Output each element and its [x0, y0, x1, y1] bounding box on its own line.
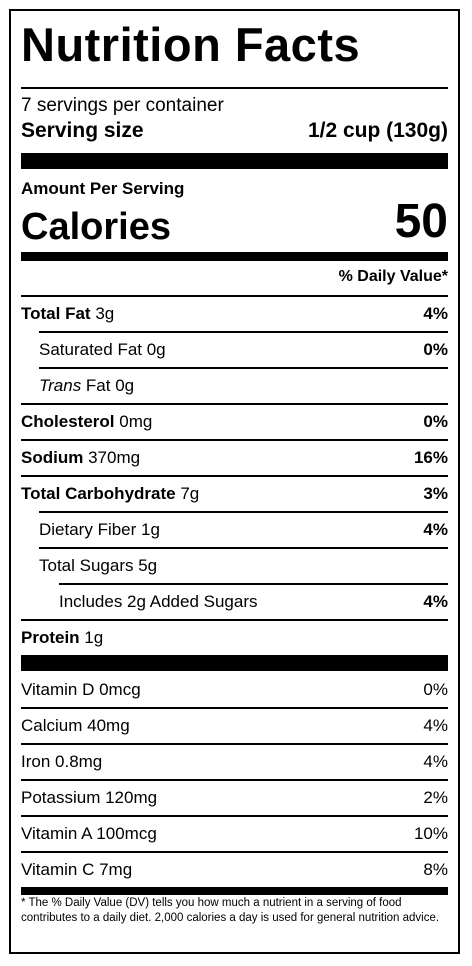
- divider: [21, 743, 448, 745]
- nutrient-row-trans-fat: Trans Fat 0g: [21, 369, 448, 403]
- divider: [39, 547, 448, 549]
- nutrient-dv: 4%: [423, 304, 448, 323]
- divider: [21, 87, 448, 89]
- label-content: Nutrition Facts 7 servings per container…: [21, 11, 448, 952]
- serving-size-value: 1/2 cup (130g): [307, 119, 448, 142]
- nutrient-dv: 0%: [423, 340, 448, 359]
- divider: [21, 619, 448, 621]
- nutrient-row-protein: Protein 1g: [21, 621, 448, 655]
- nutrient-name: Dietary Fiber 1g: [39, 520, 160, 539]
- medium-divider: [21, 252, 448, 261]
- nutrition-facts-label: Nutrition Facts 7 servings per container…: [9, 9, 460, 954]
- vitamin-row: Potassium 120mg 2%: [21, 781, 448, 815]
- nutrient-dv: 16%: [413, 448, 448, 467]
- nutrient-row-saturated-fat: Saturated Fat 0g 0%: [21, 333, 448, 367]
- divider: [21, 779, 448, 781]
- vitamin-dv: 4%: [423, 752, 448, 771]
- nutrient-name: Cholesterol 0mg: [21, 412, 153, 431]
- thick-divider: [21, 153, 448, 169]
- calories-value: 50: [394, 195, 448, 248]
- divider: [21, 815, 448, 817]
- vitamin-name: Vitamin A 100mcg: [21, 824, 157, 843]
- nutrient-name: Total Carbohydrate 7g: [21, 484, 200, 503]
- nutrient-name: Saturated Fat 0g: [39, 340, 166, 359]
- nutrient-dv: 3%: [423, 484, 448, 503]
- vitamin-name: Vitamin C 7mg: [21, 860, 133, 879]
- nutrient-name: Includes 2g Added Sugars: [59, 592, 258, 611]
- divider: [21, 707, 448, 709]
- label-title: Nutrition Facts: [21, 18, 361, 71]
- serving-size-label: Serving size: [21, 119, 144, 142]
- divider: [39, 331, 448, 333]
- vitamin-name: Potassium 120mg: [21, 788, 158, 807]
- divider: [59, 583, 448, 585]
- vitamin-row: Calcium 40mg 4%: [21, 709, 448, 743]
- vitamin-name: Vitamin D 0mcg: [21, 680, 141, 699]
- amount-per-serving: Amount Per Serving: [21, 179, 185, 198]
- nutrient-row-sodium: Sodium 370mg 16%: [21, 441, 448, 475]
- vitamin-row: Vitamin D 0mcg 0%: [21, 673, 448, 707]
- nutrient-name: Total Sugars 5g: [39, 556, 158, 575]
- vitamin-row: Iron 0.8mg 4%: [21, 745, 448, 779]
- vitamin-row: Vitamin A 100mcg 10%: [21, 817, 448, 851]
- nutrient-row-total-carbohydrate: Total Carbohydrate 7g 3%: [21, 477, 448, 511]
- serving-size-row: Serving size 1/2 cup (130g): [21, 119, 448, 143]
- vitamin-dv: 0%: [423, 680, 448, 699]
- vitamin-dv: 4%: [423, 716, 448, 735]
- calories-label: Calories: [21, 206, 171, 248]
- divider: [39, 511, 448, 513]
- vitamin-dv: 2%: [423, 788, 448, 807]
- vitamin-name: Iron 0.8mg: [21, 752, 103, 771]
- vitamin-name: Calcium 40mg: [21, 716, 130, 735]
- daily-value-header: % Daily Value*: [338, 268, 448, 285]
- nutrient-row-total-sugars: Total Sugars 5g: [21, 549, 448, 583]
- divider: [21, 295, 448, 297]
- servings-per-container: 7 servings per container: [21, 95, 224, 116]
- nutrient-row-dietary-fiber: Dietary Fiber 1g 4%: [21, 513, 448, 547]
- calories-row: Calories 50: [21, 195, 448, 248]
- vitamin-dv: 8%: [423, 860, 448, 879]
- nutrient-dv: 0%: [423, 412, 448, 431]
- nutrient-name: Protein 1g: [21, 628, 104, 647]
- divider: [39, 367, 448, 369]
- nutrient-row-total-fat: Total Fat 3g 4%: [21, 297, 448, 331]
- nutrient-dv: 4%: [423, 520, 448, 539]
- medium-divider: [21, 887, 448, 895]
- divider: [21, 439, 448, 441]
- nutrient-name: Sodium 370mg: [21, 448, 141, 467]
- vitamin-row: Vitamin C 7mg 8%: [21, 853, 448, 887]
- vitamin-dv: 10%: [413, 824, 448, 843]
- divider: [21, 475, 448, 477]
- nutrient-name: Trans Fat 0g: [39, 376, 135, 395]
- divider: [21, 403, 448, 405]
- nutrient-name: Total Fat 3g: [21, 304, 115, 323]
- footnote: * The % Daily Value (DV) tells you how m…: [21, 897, 440, 924]
- divider: [21, 851, 448, 853]
- thick-divider: [21, 655, 448, 671]
- nutrient-row-added-sugars: Includes 2g Added Sugars 4%: [21, 585, 448, 619]
- nutrient-dv: 4%: [423, 592, 448, 611]
- nutrient-row-cholesterol: Cholesterol 0mg 0%: [21, 405, 448, 439]
